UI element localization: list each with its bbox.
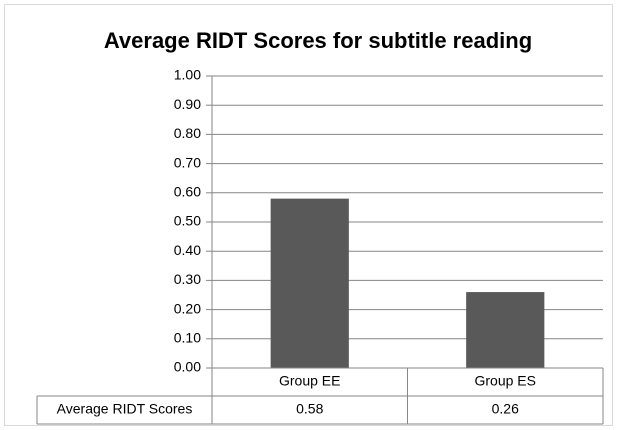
x-tick-label: Group EE [279,373,340,389]
y-tick-label: 0.50 [174,213,201,229]
y-tick-label: 0.30 [174,271,201,287]
y-tick-label: 0.00 [174,359,201,375]
y-tick-label: 0.10 [174,330,201,346]
y-tick-label: 0.60 [174,184,201,200]
y-tick-label: 0.20 [174,300,201,316]
y-tick-label: 0.40 [174,242,201,258]
y-tick-label: 1.00 [174,67,201,83]
y-tick-label: 0.90 [174,96,201,112]
table-value: 0.26 [492,401,519,417]
y-tick-label: 0.80 [174,125,201,141]
y-tick-label: 0.70 [174,154,201,170]
table-value: 0.58 [296,401,323,417]
legend-label: Average RIDT Scores [57,401,193,417]
x-tick-label: Group ES [475,373,536,389]
chart-title: Average RIDT Scores for subtitle reading [104,28,532,53]
bar [466,292,545,368]
bar [270,198,349,368]
